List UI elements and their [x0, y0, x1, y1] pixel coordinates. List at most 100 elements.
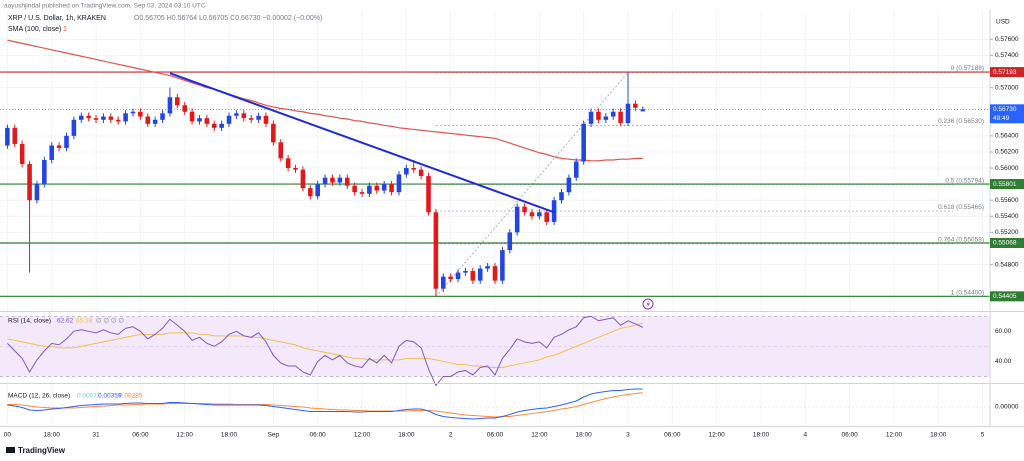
candle-body [152, 119, 158, 124]
last-price-tag [990, 104, 1024, 124]
y-tick-label: 0.55200 [995, 229, 1019, 236]
candle-body [581, 123, 586, 162]
fib-level-label: 0.764 (0.55058) [938, 237, 984, 244]
event-icon-bolt [646, 300, 650, 308]
candle-body [322, 177, 328, 185]
macd-tick-label: 0.00000 [995, 404, 1019, 411]
x-tick-label: 18:00 [44, 432, 61, 439]
candle-body [433, 212, 439, 289]
x-tick-label: 06:00 [664, 432, 681, 439]
candle-body [175, 97, 180, 106]
brand-logo: TradingView [6, 446, 66, 455]
candle-body [573, 161, 579, 178]
sma-legend: SMA (100, close) [8, 26, 61, 33]
x-tick-label: 12:00 [354, 432, 371, 439]
y-tick-label: 0.54800 [995, 261, 1019, 268]
candle-body [633, 103, 638, 108]
x-tick-label: 5 [981, 432, 985, 439]
x-tick-label: 18:00 [930, 432, 947, 439]
candle-body [197, 118, 202, 122]
candle-body [492, 266, 498, 281]
candle-body [625, 103, 631, 123]
candle-body [19, 143, 25, 165]
candle-body [596, 111, 601, 120]
fib-level-label: 1 (0.54400) [951, 289, 984, 296]
candle-body [308, 188, 313, 197]
x-tick-label: 18:00 [221, 432, 238, 439]
axis-layer [0, 10, 1024, 427]
candle-body [64, 135, 69, 148]
ohlc-readout: O0.56705 H0.56764 L0.56705 C0.56730 −0.0… [134, 15, 322, 22]
candle-body [27, 164, 32, 201]
fib-level-label: 0.5 (0.55794) [945, 177, 984, 184]
candle-body [78, 115, 84, 120]
candle-body [285, 158, 291, 169]
candle-body [507, 232, 513, 251]
macd-hist-readout: 0.00071 [77, 393, 101, 400]
fib-anchor-line [435, 72, 629, 297]
candle-body [344, 177, 350, 186]
candle-body [514, 206, 520, 233]
candle-body [455, 272, 461, 280]
candle-body [470, 271, 476, 281]
candle-body [226, 115, 232, 124]
candle-body [263, 115, 269, 124]
candle-body [411, 168, 417, 170]
x-tick-label: 12:00 [531, 432, 548, 439]
candle-body [241, 113, 247, 119]
x-tick-label: 31 [92, 432, 100, 439]
fib-level-label: 0.236 (0.56530) [938, 118, 984, 125]
y-tick-label: 0.57400 [995, 52, 1019, 59]
candle-body [115, 119, 121, 122]
candle-body [278, 142, 284, 159]
candle-body [204, 118, 210, 124]
candle-body [426, 176, 431, 213]
candle-body [145, 116, 151, 124]
candle-body [101, 116, 106, 120]
candle-body [618, 111, 623, 123]
candle-body [234, 113, 239, 116]
candle-body [448, 276, 453, 280]
macd-line [7, 388, 643, 420]
x-tick-label: 18:00 [753, 432, 770, 439]
candle-body [359, 192, 365, 194]
draw-layer [0, 39, 990, 420]
candle-body [189, 111, 195, 122]
candle-body [588, 111, 594, 124]
candle-body [34, 184, 40, 201]
candle-body [248, 118, 254, 120]
candle-body [544, 212, 550, 222]
y-tick-label: 0.57600 [995, 36, 1019, 43]
candle-body [219, 123, 224, 128]
logo-mark [6, 447, 15, 453]
candle-body [529, 212, 535, 217]
candle-body [293, 168, 298, 170]
candle-body [315, 184, 320, 197]
candle-body [5, 127, 10, 146]
price-tag-label: 0.55801 [993, 181, 1017, 188]
rsi-extra: ∅ ∅ ∅ ∅ [96, 318, 124, 325]
last-price-label: 0.56730 [993, 106, 1017, 113]
rsi-readout: 62.62 [57, 318, 74, 325]
y-tick-label: 0.55400 [995, 213, 1019, 220]
x-tick-label: 12:00 [177, 432, 194, 439]
candle-body [256, 115, 261, 120]
candle-body [463, 271, 468, 273]
currency-label: USD [996, 19, 1010, 26]
brand-name: TradingView [18, 446, 66, 455]
candle-body [130, 111, 136, 114]
candle-body [389, 184, 394, 193]
price-tag [990, 238, 1024, 249]
price-tag [990, 67, 1024, 78]
rsi-line [7, 315, 643, 387]
macd-signal-line [7, 392, 643, 418]
candle-body [42, 160, 47, 185]
macd-legend: MACD (12, 26, close) [8, 393, 70, 400]
candle-body [566, 177, 572, 193]
rsi-tick-label: 40.00 [995, 358, 1012, 365]
countdown-label: 49:49 [993, 115, 1010, 122]
y-tick-label: 0.55600 [995, 197, 1019, 204]
candle-body [418, 169, 424, 177]
candle-body [86, 115, 91, 119]
